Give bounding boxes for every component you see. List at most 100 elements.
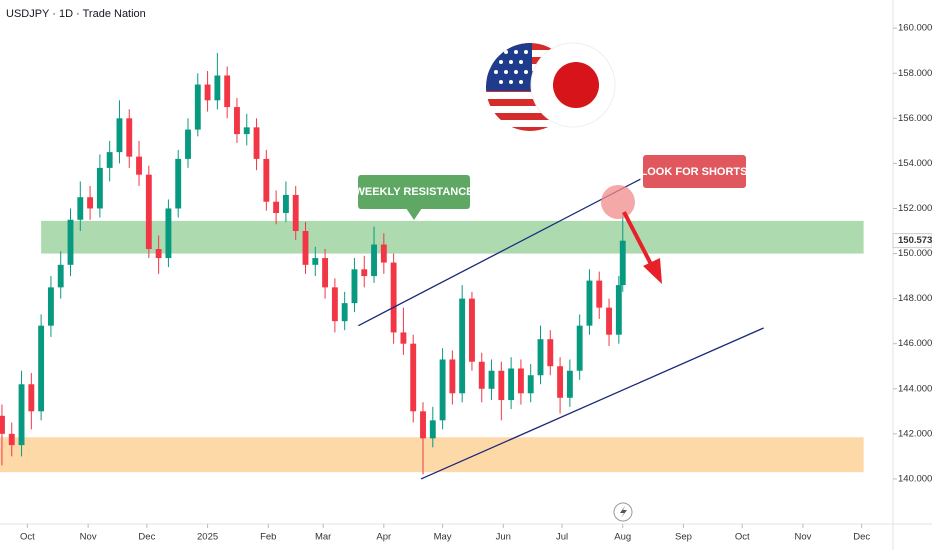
candle-body xyxy=(517,368,524,394)
candle-body xyxy=(106,152,113,168)
zones xyxy=(0,220,864,473)
candle-body xyxy=(410,343,417,412)
y-tick-label: 158.000 xyxy=(898,68,932,79)
candle-body xyxy=(234,107,240,135)
candle-body xyxy=(87,197,94,209)
japan-sun xyxy=(553,62,599,108)
zone xyxy=(0,437,864,473)
candle-body xyxy=(508,368,515,401)
candle-body xyxy=(586,280,593,326)
y-tick-label: 150.000 xyxy=(898,248,932,259)
signal-circle xyxy=(601,185,635,219)
x-tick-label: Dec xyxy=(138,532,155,543)
candle-body xyxy=(380,244,387,263)
candle-body xyxy=(615,285,622,335)
candle-body xyxy=(420,411,426,439)
annotation-pointer xyxy=(406,208,422,220)
candle-body xyxy=(8,433,15,446)
x-tick-label: May xyxy=(434,532,452,543)
candle-body xyxy=(145,174,152,250)
candle-body xyxy=(596,280,603,308)
y-tick-label: 154.000 xyxy=(898,158,932,169)
candle-body xyxy=(126,118,133,157)
x-tick-label: Nov xyxy=(794,532,811,543)
candle-body xyxy=(185,129,191,159)
candle-body xyxy=(439,359,446,421)
candle-body xyxy=(557,366,564,398)
candle-body xyxy=(606,307,612,335)
x-tick-label: Mar xyxy=(315,532,331,543)
candle-body xyxy=(576,325,583,371)
candle-body xyxy=(136,156,142,175)
candle-body xyxy=(273,201,280,213)
candle-body xyxy=(175,158,182,209)
candle-body xyxy=(253,127,260,159)
last-price-label: 150.573 xyxy=(898,235,932,246)
candle-body xyxy=(429,420,436,439)
candle-body xyxy=(361,269,368,277)
lightning xyxy=(620,506,627,518)
x-tick-label: Jul xyxy=(556,532,568,543)
x-tick-label: Feb xyxy=(260,532,276,543)
annotation-text: WEEKLY RESISTANCE xyxy=(355,186,474,198)
x-tick-label: Oct xyxy=(20,532,35,543)
y-tick-label: 140.000 xyxy=(898,473,932,484)
candle-body xyxy=(371,244,377,277)
y-tick-label: 152.000 xyxy=(898,203,932,214)
candle-body xyxy=(488,370,495,389)
candle-body xyxy=(224,75,231,108)
candle-body xyxy=(18,384,25,446)
x-tick-label: Aug xyxy=(614,532,631,543)
zone xyxy=(41,220,864,254)
chart-title: USDJPY · 1D · Trade Nation xyxy=(6,8,146,20)
candle-body xyxy=(537,339,544,376)
candle-body xyxy=(331,287,338,322)
channel-line xyxy=(358,178,641,327)
candle-body xyxy=(67,219,74,265)
candle-body xyxy=(566,370,573,398)
candle-body xyxy=(194,84,201,130)
candle-body xyxy=(390,262,397,333)
candle-body xyxy=(96,167,103,209)
short-arrow-head xyxy=(643,258,662,284)
y-tick-label: 146.000 xyxy=(898,338,932,349)
y-tick-label: 142.000 xyxy=(898,428,932,439)
y-tick-label: 160.000 xyxy=(898,23,932,34)
candle-body xyxy=(204,84,211,101)
candle-body xyxy=(469,298,475,362)
candle-body xyxy=(0,415,5,434)
x-tick-label: Apr xyxy=(376,532,391,543)
candle-body xyxy=(292,194,299,232)
channel-line xyxy=(420,327,765,480)
candle-body xyxy=(214,75,221,101)
candle-body xyxy=(449,359,456,394)
annotation-text: LOOK FOR SHORTS xyxy=(641,166,748,178)
candle-body xyxy=(459,298,466,394)
y-tick-label: 156.000 xyxy=(898,113,932,124)
x-tick-label: Dec xyxy=(853,532,870,543)
candle-body xyxy=(155,249,162,259)
candle-body xyxy=(527,375,534,394)
annotation-box xyxy=(643,155,746,188)
candle-body xyxy=(478,361,485,389)
candle-body xyxy=(243,127,250,135)
candle-body xyxy=(77,197,84,220)
x-tick-label: 2025 xyxy=(197,532,218,543)
candle-body xyxy=(619,240,626,286)
candle-body xyxy=(263,158,270,202)
candle-body xyxy=(165,208,172,259)
candle-body xyxy=(498,370,505,401)
candle-body xyxy=(116,118,123,153)
candle-body xyxy=(47,287,54,326)
x-tick-label: Oct xyxy=(735,532,750,543)
candle-body xyxy=(302,231,309,265)
candles xyxy=(0,52,626,475)
candle-body xyxy=(28,384,35,412)
last-price-box xyxy=(892,233,932,249)
x-tick-label: Jun xyxy=(496,532,511,543)
candle-body xyxy=(282,194,289,213)
short-arrow xyxy=(622,211,655,269)
candle-body xyxy=(547,339,554,367)
